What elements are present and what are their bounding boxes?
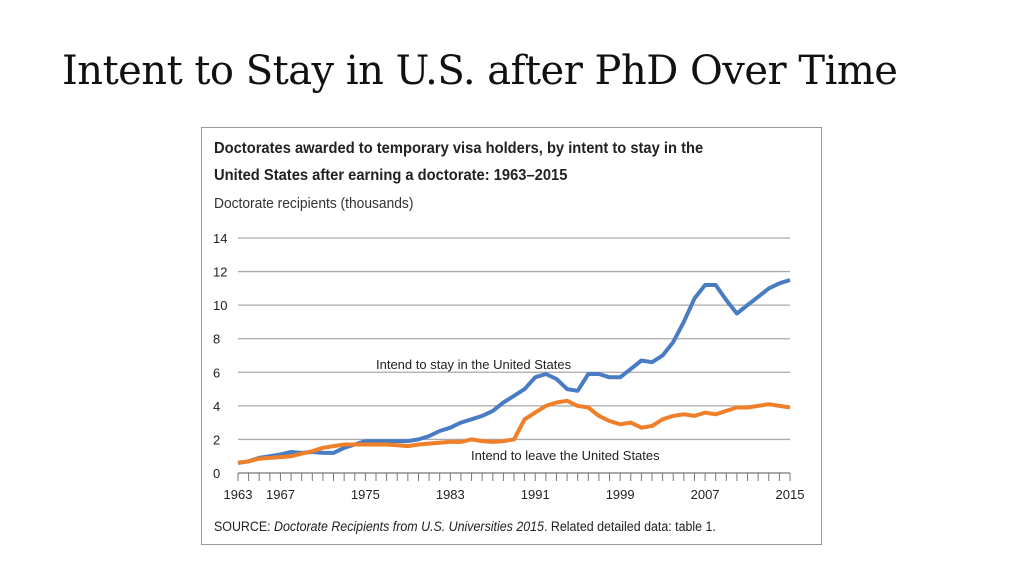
x-tick-label: 2007 [691, 487, 720, 502]
series-line-stay [237, 278, 791, 465]
x-tick-label: 1975 [351, 487, 380, 502]
slide-title: Intent to Stay in U.S. after PhD Over Ti… [62, 48, 898, 94]
y-axis-label: Doctorate recipients (thousands) [214, 195, 414, 212]
source-title: Doctorate Recipients from U.S. Universit… [274, 519, 544, 534]
y-tick-label: 4 [213, 399, 220, 414]
x-tick-label: 1967 [266, 487, 295, 502]
chart-source: SOURCE: Doctorate Recipients from U.S. U… [214, 519, 716, 534]
y-tick-label: 14 [213, 231, 227, 246]
x-tick-label: 1999 [606, 487, 635, 502]
y-tick-label: 0 [213, 466, 220, 481]
chart-container: Doctorates awarded to temporary visa hol… [201, 127, 822, 545]
x-tick-label: 1983 [436, 487, 465, 502]
series-label-stay: Intend to stay in the United States [376, 357, 572, 372]
y-tick-label: 12 [213, 265, 227, 280]
chart-title-line-2: United States after earning a doctorate:… [214, 167, 568, 184]
y-tick-label: 6 [213, 365, 220, 380]
series-line-leave [237, 398, 791, 465]
x-tick-label: 2015 [776, 487, 805, 502]
y-tick-label: 2 [213, 432, 220, 447]
y-tick-label: 10 [213, 298, 227, 313]
y-tick-label: 8 [213, 332, 220, 347]
x-tick-label: 1963 [224, 487, 253, 502]
series-label-leave: Intend to leave the United States [471, 448, 660, 463]
source-prefix: SOURCE: [214, 519, 275, 534]
source-suffix: . Related detailed data: table 1. [543, 519, 716, 534]
chart-title-line-1: Doctorates awarded to temporary visa hol… [214, 140, 704, 157]
x-tick-label: 1991 [521, 487, 550, 502]
